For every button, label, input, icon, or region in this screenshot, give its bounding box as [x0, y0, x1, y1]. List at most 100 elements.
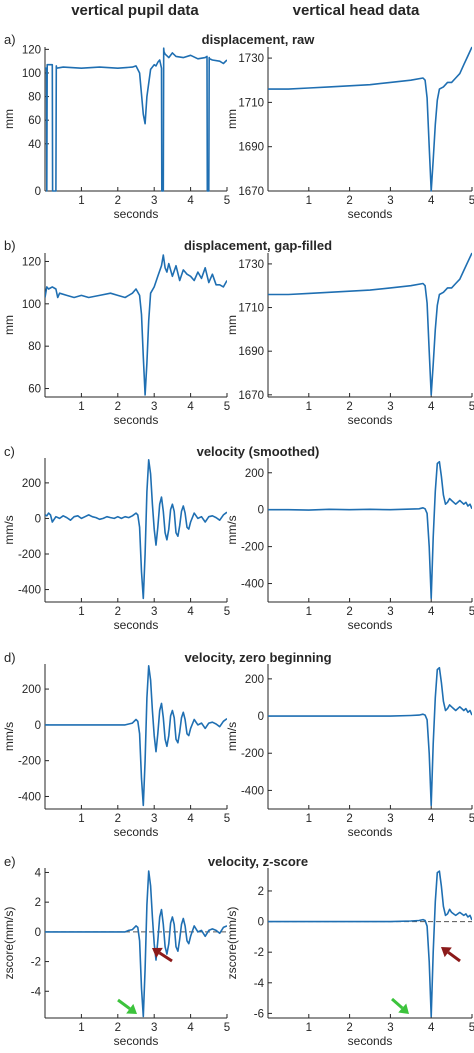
y-tick-label: 120 [22, 44, 41, 56]
x-tick-label: 3 [151, 606, 157, 618]
y-tick-label: 1690 [238, 346, 264, 358]
y-tick-label: 0 [35, 513, 41, 525]
y-tick-label: -6 [254, 1008, 264, 1020]
x-axis-label: seconds [114, 1034, 159, 1048]
x-tick-label: 1 [306, 1022, 312, 1034]
x-axis-label: seconds [114, 825, 159, 839]
x-tick-label: 4 [187, 195, 194, 207]
series-line [268, 460, 472, 600]
red-arrow-left [152, 947, 173, 963]
x-axis-label: seconds [348, 825, 393, 839]
row-title-c: velocity (smoothed) [197, 444, 320, 459]
x-axis-label: seconds [114, 618, 159, 632]
red-arrow-right [441, 947, 461, 963]
green-arrow-left [117, 998, 137, 1014]
y-axis-label: mm [2, 109, 16, 129]
y-tick-label: 2 [258, 886, 264, 898]
y-axis-label: mm [225, 109, 239, 129]
y-tick-label: 40 [28, 139, 41, 151]
x-tick-label: 5 [224, 606, 230, 618]
x-tick-label: 5 [224, 813, 230, 825]
series-line [268, 252, 472, 396]
x-tick-label: 3 [387, 606, 393, 618]
y-tick-label: 2 [35, 897, 41, 909]
y-tick-label: -200 [18, 549, 41, 561]
x-axis-label: seconds [348, 1034, 393, 1048]
y-axis-label: zscore(mm/s) [225, 907, 239, 980]
y-tick-label: 0 [35, 186, 41, 198]
row-label-e: e) [4, 854, 16, 869]
y-tick-label: 200 [22, 478, 41, 490]
x-tick-label: 1 [78, 813, 84, 825]
y-axis-label: mm [2, 315, 16, 335]
x-tick-label: 1 [306, 606, 312, 618]
x-tick-label: 2 [115, 195, 121, 207]
y-tick-label: 60 [28, 115, 41, 127]
y-axis-label: mm [225, 315, 239, 335]
x-tick-label: 3 [151, 401, 157, 413]
row-title-a: displacement, raw [202, 32, 316, 47]
y-axis-label: mm/s [225, 515, 239, 544]
y-tick-label: 1670 [238, 186, 264, 198]
chart-a-left: 1 2 3 4 5 0 40 60 80 100 120 seconds mm [2, 44, 230, 221]
series-line [45, 254, 227, 396]
row-label-d: d) [4, 650, 16, 665]
y-tick-label: 1690 [238, 142, 264, 154]
red-arrow-right-shaft [447, 951, 461, 963]
y-axis-label: mm/s [225, 722, 239, 751]
y-tick-label: -400 [18, 791, 41, 803]
y-tick-label: 80 [28, 341, 41, 353]
x-axis-label: seconds [348, 207, 393, 221]
x-tick-label: 3 [151, 813, 157, 825]
chart-b-left: 1 2 3 4 5 60 80 100 120 seconds mm [2, 253, 230, 427]
x-axis-label: seconds [348, 413, 393, 427]
series-line [268, 870, 472, 1018]
x-tick-label: 4 [428, 401, 435, 413]
row-label-b: b) [4, 238, 16, 253]
x-tick-label: 2 [346, 195, 352, 207]
x-tick-label: 1 [78, 1022, 84, 1034]
red-arrow-right-head [441, 947, 452, 958]
x-tick-label: 4 [428, 1022, 435, 1034]
x-tick-label: 3 [387, 401, 393, 413]
chart-c-left: 1 2 3 4 5 -400 -200 0 200 seconds mm/s [2, 458, 230, 632]
row-label-c: c) [4, 444, 15, 459]
series-line [45, 664, 227, 807]
x-tick-label: 1 [78, 606, 84, 618]
green-arrow-right-shaft [391, 997, 404, 1010]
y-axis-label: mm/s [2, 722, 16, 751]
y-tick-label: 200 [245, 674, 264, 686]
x-tick-label: 3 [387, 1022, 393, 1034]
x-tick-label: 1 [78, 401, 84, 413]
x-axis-label: seconds [114, 413, 159, 427]
y-tick-label: 4 [35, 867, 42, 879]
chart-d-right: 1 2 3 4 5 -400 -200 0 200 seconds mm/s [225, 664, 474, 839]
x-tick-label: 2 [115, 1022, 121, 1034]
x-tick-label: 5 [469, 401, 474, 413]
x-tick-label: 2 [346, 813, 352, 825]
x-tick-label: 5 [224, 401, 230, 413]
y-tick-label: -4 [31, 986, 42, 998]
column-title-left: vertical pupil data [71, 2, 199, 19]
x-tick-label: 4 [428, 606, 435, 618]
x-tick-label: 4 [187, 401, 194, 413]
y-tick-label: -400 [18, 585, 41, 597]
series-line [268, 666, 472, 807]
x-tick-label: 3 [387, 195, 393, 207]
row-title-e: velocity, z-score [208, 854, 308, 869]
x-tick-label: 1 [306, 813, 312, 825]
green-arrow-right [391, 997, 409, 1014]
y-tick-label: -4 [254, 978, 265, 990]
x-tick-label: 2 [115, 813, 121, 825]
series-line [45, 458, 227, 600]
y-tick-label: 60 [28, 384, 41, 396]
series-line [45, 870, 227, 1018]
y-tick-label: -200 [241, 748, 264, 760]
y-tick-label: 80 [28, 92, 41, 104]
chart-c-right: 1 2 3 4 5 -400 -200 0 200 seconds mm/s [225, 458, 474, 632]
y-tick-label: 100 [22, 68, 41, 80]
y-tick-label: 1730 [238, 53, 264, 65]
